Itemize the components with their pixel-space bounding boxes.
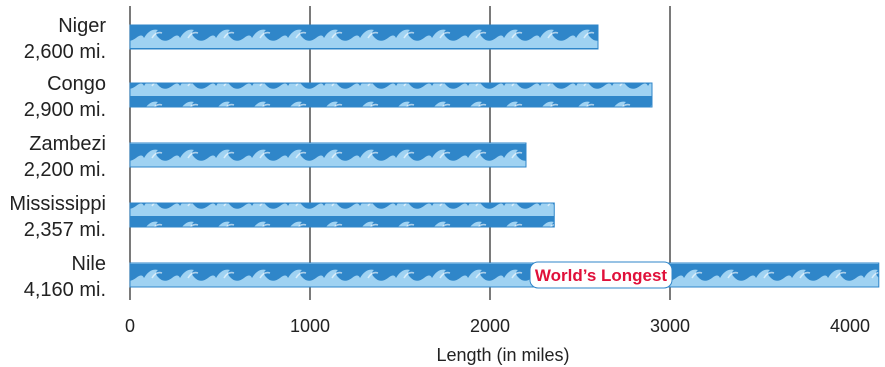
value-label: 4,160 mi. — [24, 279, 106, 301]
value-label: 2,200 mi. — [24, 159, 106, 181]
x-tick-label: 0 — [125, 316, 135, 336]
category-label: Mississippi — [9, 193, 106, 215]
value-label: 2,357 mi. — [24, 219, 106, 241]
category-label: Zambezi — [29, 133, 106, 155]
bar-congo — [129, 82, 653, 108]
value-label: 2,900 mi. — [24, 99, 106, 121]
annotation-text: World’s Longest — [535, 266, 668, 285]
x-tick-label: 3000 — [650, 316, 690, 336]
x-tick-label: 2000 — [470, 316, 510, 336]
category-label: Congo — [47, 73, 106, 95]
category-label: Nile — [72, 253, 106, 275]
tick-layer: 0 1000 2000 3000 4000 — [125, 316, 870, 336]
x-tick-label: 4000 — [830, 316, 870, 336]
category-label: Niger — [58, 15, 106, 37]
x-tick-label: 1000 — [290, 316, 330, 336]
bar-niger — [129, 24, 599, 50]
bar-layer: World’s Longest — [129, 24, 880, 289]
label-layer: Niger 2,600 mi. Congo 2,900 mi. Zambezi 2,200… — [9, 15, 106, 301]
x-axis-title: Length (in miles) — [436, 345, 569, 365]
annotation-background — [529, 261, 673, 289]
bar-zambezi — [129, 142, 527, 168]
bar-nile — [129, 262, 880, 288]
value-label: 2,600 mi. — [24, 41, 106, 63]
bar-mississippi — [129, 202, 555, 228]
annotation-badge: World’s Longest — [529, 261, 673, 289]
